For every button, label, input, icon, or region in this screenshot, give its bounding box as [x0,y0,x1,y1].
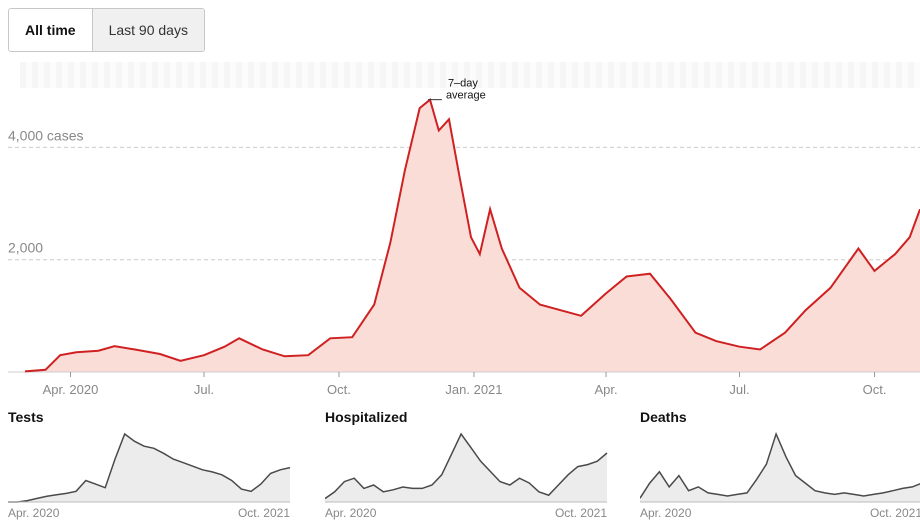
mini-line [640,431,920,499]
mini-x-label-start: Apr. 2020 [325,506,377,520]
cases-chart: 2,000 4,000 cases Apr. 2020 Jul. Oct. Jan. 20… [8,78,920,397]
all-time-button[interactable]: All time [9,9,92,51]
mini-line [325,432,608,500]
x-tick-label: Jul. [194,382,214,397]
mini-x-label-end: Oct. 2021 [870,506,920,520]
hospitalized-mini-chart: Apr. 2020 Oct. 2021 [325,432,608,520]
seven-day-average-annotation: 7–day average [446,78,486,102]
cases-line [24,97,920,373]
mini-x-label-end: Oct. 2021 [555,506,607,520]
x-tick-label: Oct. [863,382,887,397]
blurred-header [20,62,920,88]
x-tick-label: Apr. [594,382,617,397]
time-range-toggle: All time Last 90 days [8,8,205,52]
mini-area [8,434,290,502]
x-tick-label: Jan. 2021 [445,382,502,397]
tests-title: Tests [8,409,44,425]
mini-x-label-end: Oct. 2021 [238,506,290,520]
x-tick-label: Oct. [327,382,351,397]
y-tick-label: 2,000 [8,240,43,256]
mini-area [325,434,607,502]
tests-mini-chart: Apr. 2020 Oct. 2021 [8,432,291,520]
mini-x-label-start: Apr. 2020 [640,506,692,520]
mini-area [640,434,920,502]
hospitalized-title: Hospitalized [325,409,408,425]
y-tick-label: 4,000 cases [8,127,84,143]
deaths-mini-chart: Apr. 2020 Oct. 2021 [640,431,920,520]
last-90-days-button[interactable]: Last 90 days [91,9,204,51]
x-tick-label: Apr. 2020 [43,382,99,397]
mini-line [8,432,291,503]
x-tick-label: Jul. [729,382,749,397]
cases-area [25,99,920,372]
deaths-title: Deaths [640,409,687,425]
mini-x-label-start: Apr. 2020 [8,506,60,520]
